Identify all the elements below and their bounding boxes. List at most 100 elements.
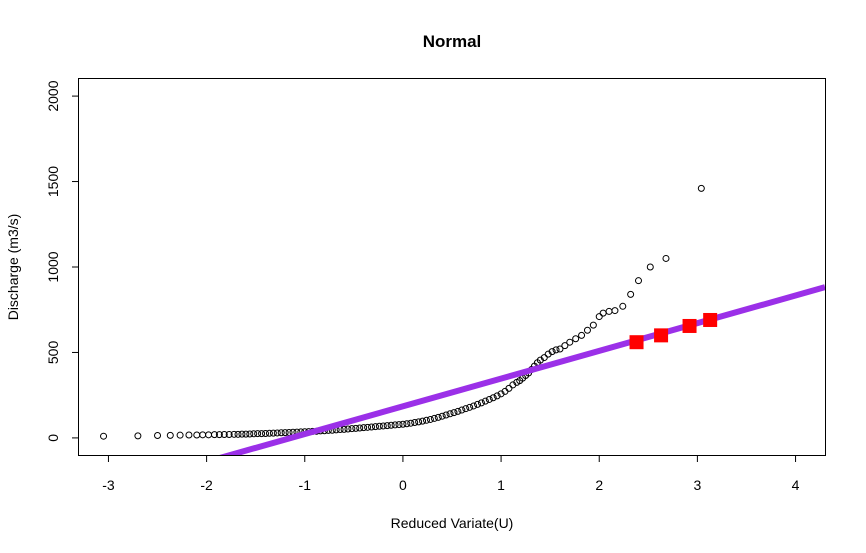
observed-point <box>368 423 376 431</box>
observed-point <box>595 313 603 321</box>
observed-point <box>635 277 642 285</box>
x-tick-label: -2 <box>200 477 213 493</box>
design-point <box>629 335 644 350</box>
observed-point <box>348 425 356 433</box>
observed-point <box>344 425 352 433</box>
observed-point <box>434 413 442 421</box>
observed-point <box>176 431 184 439</box>
observed-point <box>383 422 391 430</box>
x-tick-label: 1 <box>497 477 505 493</box>
observed-point <box>415 418 423 426</box>
observed-point <box>627 290 635 298</box>
observed-point <box>277 429 285 437</box>
x-axis-label: Reduced Variate(U) <box>391 515 514 531</box>
y-tick-label: 500 <box>45 341 61 365</box>
x-tick-label: 0 <box>399 477 407 493</box>
observed-point <box>450 409 458 417</box>
observed-point <box>489 394 497 402</box>
observed-point <box>238 430 246 438</box>
fitted-line <box>219 284 825 455</box>
x-tick-label: -3 <box>102 477 115 493</box>
x-tick-label: 3 <box>693 477 701 493</box>
observed-point <box>387 421 395 429</box>
y-axis: 0 500 1000 1500 2000 <box>45 80 79 442</box>
observed-point <box>419 417 427 425</box>
observed-point <box>556 345 564 353</box>
observed-point <box>364 423 372 431</box>
observed-point <box>407 419 415 427</box>
plot-frame <box>78 78 826 456</box>
observed-point <box>234 430 242 438</box>
observed-point <box>205 431 213 439</box>
observed-point <box>242 430 250 438</box>
observed-point <box>458 406 466 414</box>
y-tick-label: 1000 <box>45 251 61 282</box>
observed-point <box>442 411 450 419</box>
observed-point <box>391 421 399 429</box>
observed-point <box>548 348 556 356</box>
observed-point <box>258 430 266 438</box>
observed-point <box>340 425 348 433</box>
observed-point <box>477 399 485 407</box>
observed-point <box>210 431 218 439</box>
observed-point <box>430 414 438 422</box>
observed-point <box>446 410 454 418</box>
plot-area <box>100 184 825 455</box>
observed-point <box>269 429 277 437</box>
observed-point <box>281 429 289 437</box>
observed-point <box>352 424 360 432</box>
y-tick-label: 2000 <box>45 80 61 111</box>
x-tick-label: 4 <box>792 477 800 493</box>
observed-point <box>220 430 228 438</box>
chart-title: Normal <box>423 32 482 51</box>
observed-point <box>254 430 262 438</box>
x-tick-label: -1 <box>299 477 312 493</box>
observed-point <box>403 420 411 428</box>
design-point <box>682 318 697 333</box>
observed-point <box>611 307 619 315</box>
observed-point <box>246 430 254 438</box>
observed-point <box>561 342 569 350</box>
observed-point <box>578 331 586 339</box>
observed-point <box>193 431 201 439</box>
observed-point <box>375 422 383 430</box>
observed-point <box>379 422 387 430</box>
y-axis-label: Discharge (m3/s) <box>5 214 21 321</box>
observed-point <box>697 184 705 192</box>
observed-point <box>466 403 474 411</box>
observed-point <box>474 400 482 408</box>
observed-point <box>360 424 368 432</box>
observed-point <box>462 405 470 413</box>
observed-point <box>497 390 505 398</box>
observed-point <box>411 419 419 427</box>
design-point <box>654 328 669 343</box>
observed-point <box>250 430 258 438</box>
observed-point <box>605 307 613 315</box>
observed-point <box>583 326 591 334</box>
observed-point <box>485 395 493 403</box>
observed-point <box>215 431 223 439</box>
observed-point <box>646 263 654 271</box>
observed-point <box>399 420 407 428</box>
observed-point <box>230 430 238 438</box>
observed-point <box>493 392 501 400</box>
observed-point <box>540 354 548 362</box>
observed-point <box>265 429 273 437</box>
observed-point <box>371 423 379 431</box>
observed-point <box>426 415 434 423</box>
observed-point <box>199 431 207 439</box>
observed-point <box>185 431 193 439</box>
observed-point <box>154 432 162 440</box>
observed-point <box>589 321 597 329</box>
observed-point <box>481 397 489 405</box>
observed-point <box>470 402 478 410</box>
observed-point <box>166 431 174 439</box>
observed-point <box>356 424 364 432</box>
observed-point <box>225 430 233 438</box>
y-tick-label: 1500 <box>45 166 61 197</box>
observed-point <box>566 338 574 346</box>
observed-point <box>134 432 142 440</box>
observed-point <box>505 384 513 392</box>
observed-point <box>438 412 446 420</box>
